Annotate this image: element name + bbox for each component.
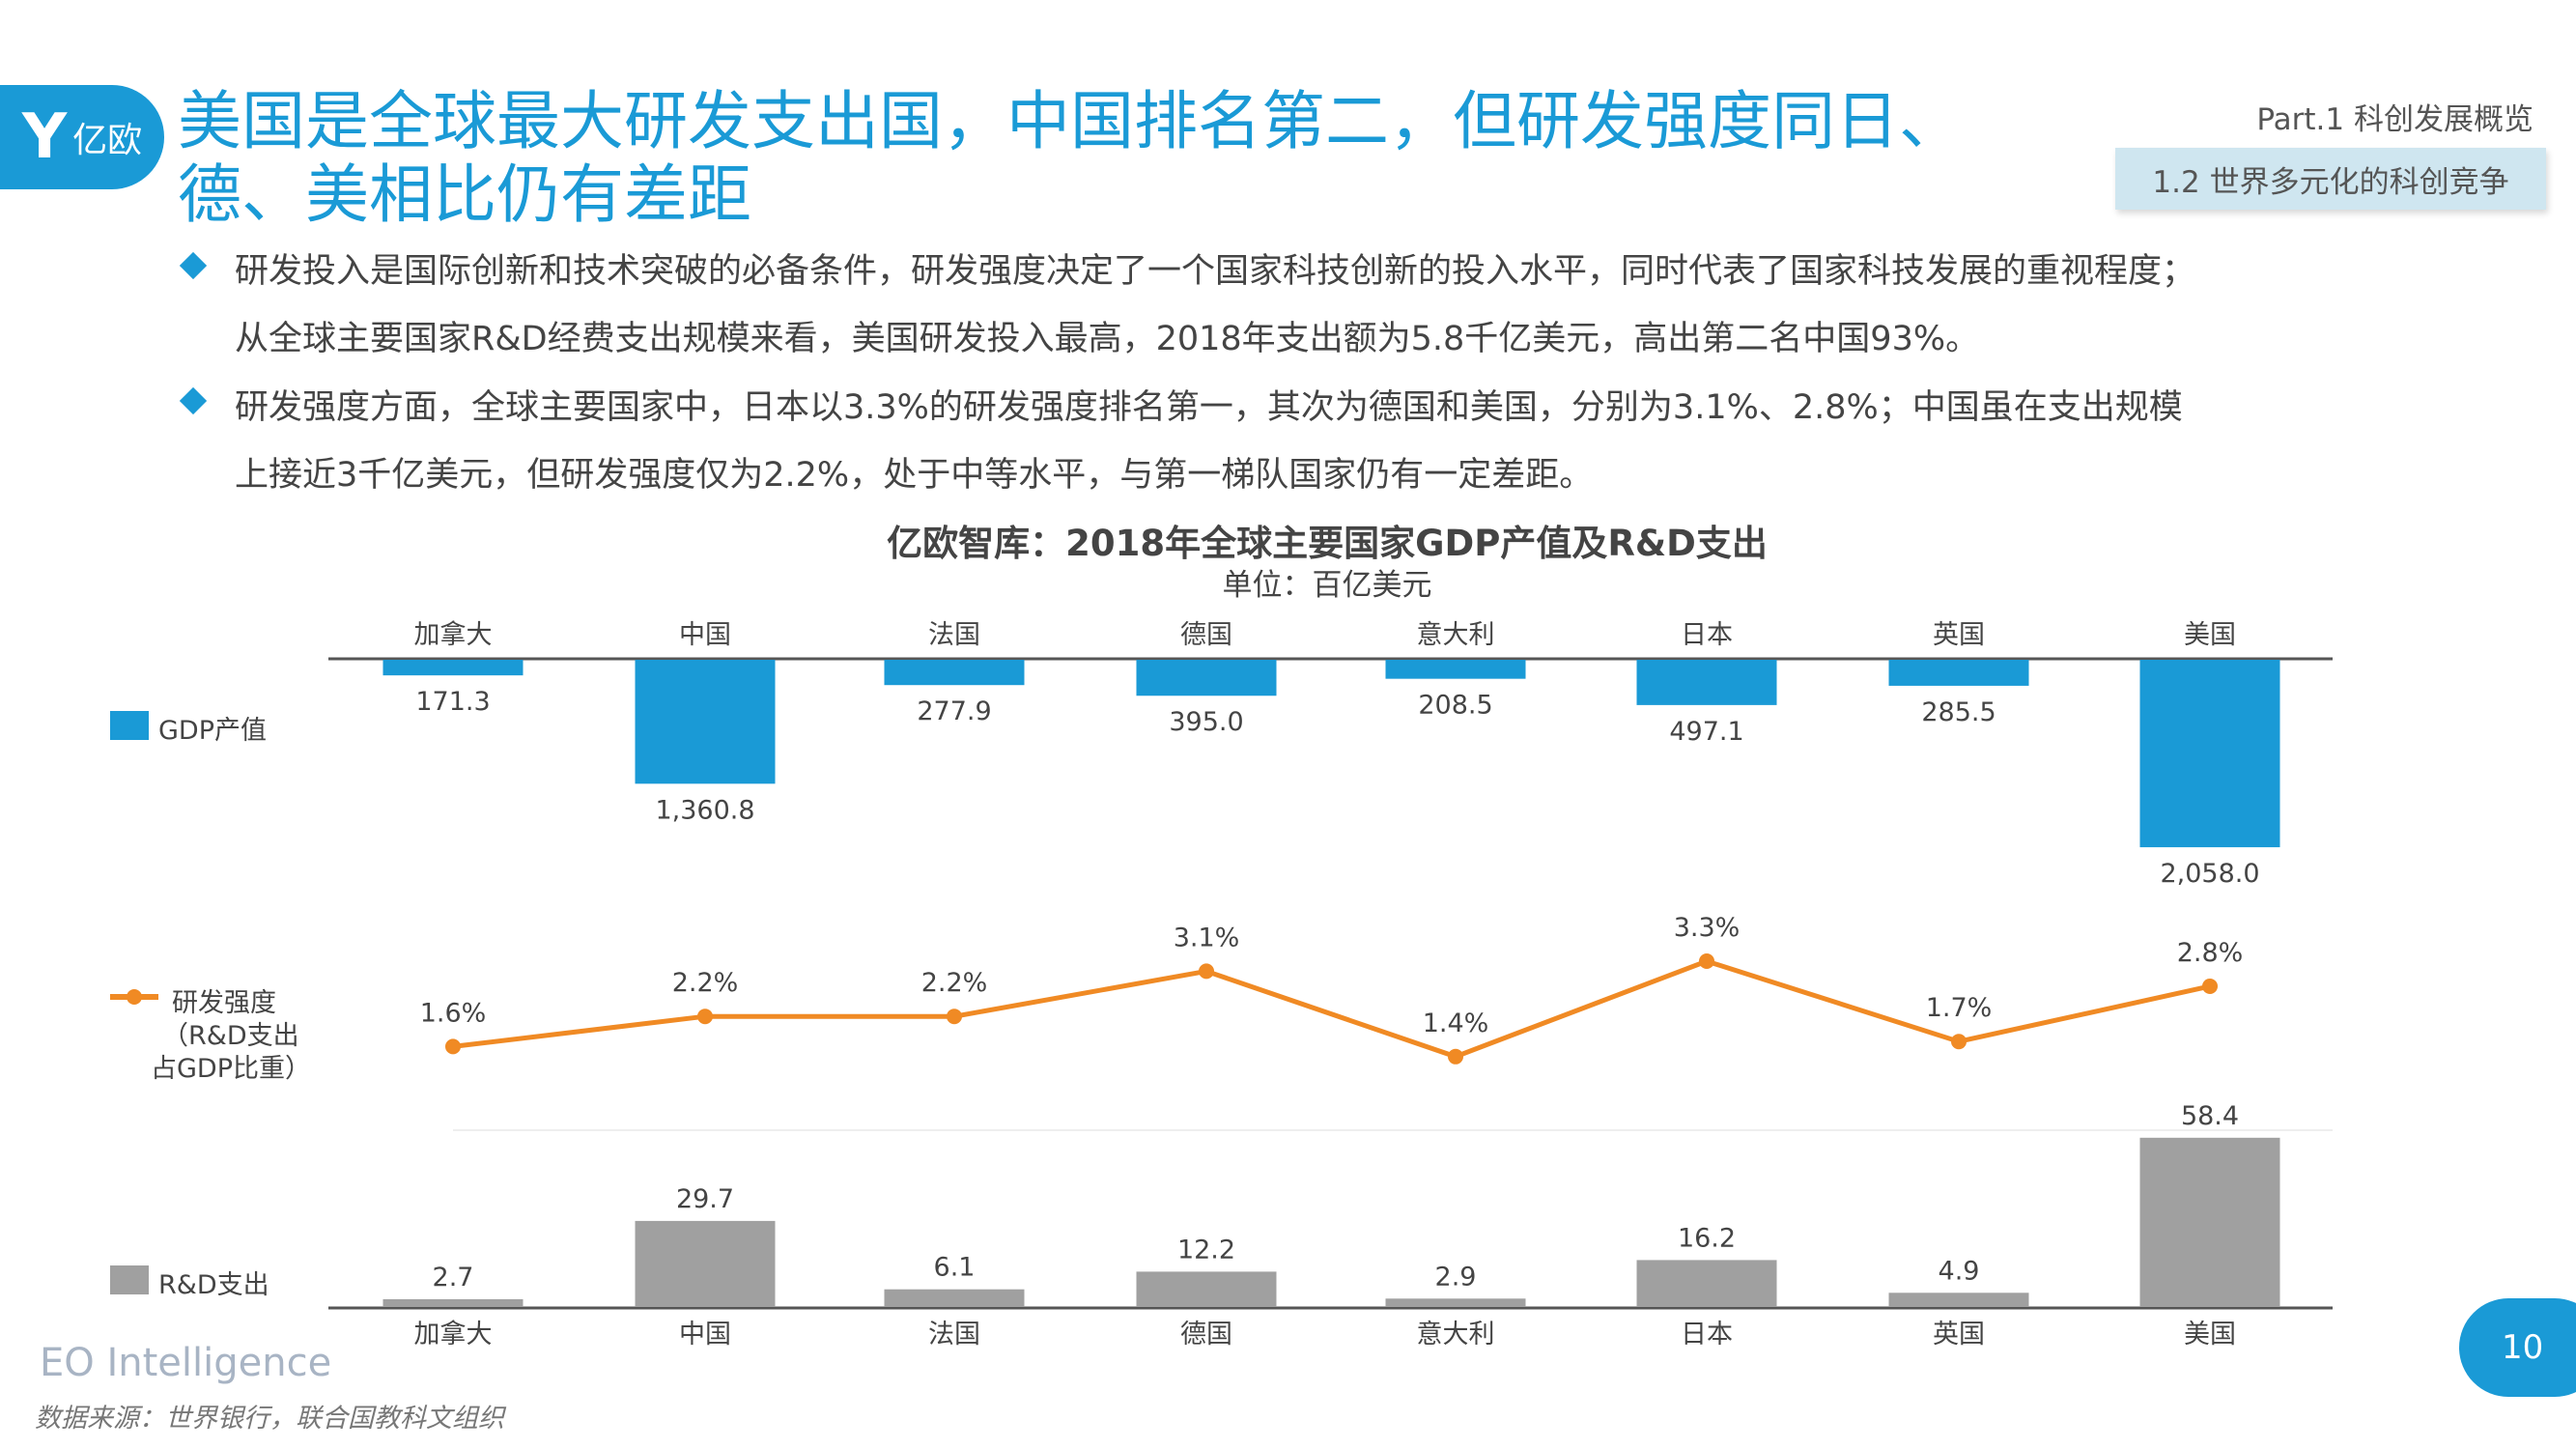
intensity-point <box>2202 979 2218 994</box>
category-label-top: 法国 <box>928 620 980 650</box>
section-tag: 1.2 世界多元化的科创竞争 <box>2115 148 2546 210</box>
gdp-data-label: 497.1 <box>1669 717 1743 747</box>
category-label-top: 德国 <box>1180 620 1232 650</box>
gdp-bar <box>2139 660 2280 848</box>
gdp-bar <box>1136 660 1277 696</box>
intensity-line <box>452 958 2211 1060</box>
page-title: 美国是全球最大研发支出国，中国排名第二，但研发强度同日、德、美相比仍有差距 <box>178 84 1963 232</box>
gdp-data-label: 277.9 <box>917 696 991 726</box>
gdp-data-label: 1,360.8 <box>655 795 754 825</box>
intensity-point <box>697 1009 713 1025</box>
gdp-data-label: 285.5 <box>1921 697 1996 727</box>
gdp-data-label: 171.3 <box>415 687 490 717</box>
rd-bar <box>382 1298 524 1307</box>
intensity-data-label: 2.2% <box>921 968 988 998</box>
rd-bar <box>1136 1271 1277 1307</box>
category-label-bottom: 意大利 <box>1417 1320 1495 1350</box>
bullet-text: 上接近3千亿美元，但研发强度仅为2.2%，处于中等水平，与第一梯队国家仍有一定差… <box>235 456 1594 495</box>
intensity-data-label: 2.8% <box>2177 938 2244 968</box>
category-label-top: 中国 <box>679 620 731 650</box>
brand-footer: EO Intelligence <box>40 1341 332 1385</box>
intensity-point <box>1951 1034 1967 1050</box>
data-source: 数据来源：世界银行，联合国教科文组织 <box>35 1404 504 1434</box>
intensity-data-label: 3.3% <box>1674 913 1741 943</box>
intensity-data-label: 1.4% <box>1423 1009 1489 1038</box>
rd-data-label: 2.9 <box>1435 1262 1477 1292</box>
legend-line-label: （R&D支出 <box>162 1021 299 1051</box>
rd-data-label: 16.2 <box>1678 1223 1736 1253</box>
rd-bar <box>1636 1260 1777 1307</box>
intensity-data-label: 2.2% <box>672 968 739 998</box>
intensity-point <box>1448 1048 1463 1065</box>
category-label-bottom: 中国 <box>679 1320 731 1350</box>
category-label-top: 英国 <box>1933 620 1985 650</box>
legend-gdp-label: GDP产值 <box>158 716 267 746</box>
rd-bar <box>1385 1298 1526 1307</box>
gdp-bar <box>1385 660 1526 679</box>
part-label: Part.1 科创发展概览 <box>2256 102 2534 137</box>
legend-rd-swatch <box>110 1265 149 1294</box>
category-label-bottom: 法国 <box>928 1320 980 1350</box>
intensity-data-label: 1.7% <box>1926 993 1993 1023</box>
bullet-text: 从全球主要国家R&D经费支出规模来看，美国研发投入最高，2018年支出额为5.8… <box>235 320 1980 358</box>
logo-mark-icon: Y <box>21 101 68 173</box>
category-label-top: 加拿大 <box>414 620 493 650</box>
intensity-data-label: 1.6% <box>420 998 487 1028</box>
gdp-bar <box>382 660 524 676</box>
gdp-bar <box>1636 660 1777 705</box>
category-label-bottom: 加拿大 <box>414 1320 493 1350</box>
gdp-bar <box>1888 660 2029 686</box>
bullet-text: 研发强度方面，全球主要国家中，日本以3.3%的研发强度排名第一，其次为德国和美国… <box>235 388 2183 427</box>
category-label-bottom: 德国 <box>1180 1320 1232 1350</box>
legend-line-swatch <box>110 989 158 1005</box>
chart-unit: 单位：百亿美元 <box>1222 568 1432 603</box>
legend-line-label: 占GDP比重） <box>151 1054 311 1084</box>
legend-gdp-swatch <box>110 711 149 740</box>
logo: Y 亿欧 <box>0 85 164 189</box>
legend-line-label: 研发强度 <box>172 988 276 1018</box>
rd-data-label: 4.9 <box>1939 1256 1980 1286</box>
rd-bar <box>1888 1293 2029 1307</box>
rd-data-label: 58.4 <box>2181 1101 2239 1131</box>
intensity-point <box>1199 963 1214 980</box>
gdp-data-label: 395.0 <box>1169 707 1243 737</box>
gdp-bar <box>884 660 1025 686</box>
gdp-data-label: 208.5 <box>1418 691 1492 721</box>
intensity-point <box>445 1038 461 1055</box>
category-label-bottom: 美国 <box>2184 1320 2236 1350</box>
rd-data-label: 12.2 <box>1177 1235 1235 1264</box>
chart-title: 亿欧智库：2018年全球主要国家GDP产值及R&D支出 <box>887 523 1768 564</box>
page-number: 10 <box>2459 1298 2576 1397</box>
intensity-point <box>947 1009 962 1025</box>
rd-bar <box>635 1220 776 1307</box>
category-label-top: 日本 <box>1681 620 1733 650</box>
gdp-data-label: 2,058.0 <box>2160 859 2259 889</box>
rd-bar <box>2139 1137 2280 1307</box>
rd-bar <box>884 1289 1025 1307</box>
logo-text: 亿欧 <box>72 121 143 160</box>
gdp-bar <box>635 660 776 784</box>
intensity-point <box>1699 953 1714 969</box>
rd-data-label: 29.7 <box>676 1184 734 1214</box>
bullet-text: 研发投入是国际创新和技术突破的必备条件，研发强度决定了一个国家科技创新的投入水平… <box>235 252 2196 291</box>
legend-rd-label: R&D支出 <box>158 1270 269 1300</box>
category-label-bottom: 英国 <box>1933 1320 1985 1350</box>
category-label-top: 美国 <box>2184 620 2236 650</box>
rd-data-label: 6.1 <box>934 1253 976 1283</box>
category-label-top: 意大利 <box>1417 620 1495 650</box>
intensity-data-label: 3.1% <box>1174 923 1240 952</box>
rd-data-label: 2.7 <box>433 1263 474 1293</box>
category-label-bottom: 日本 <box>1681 1320 1733 1350</box>
